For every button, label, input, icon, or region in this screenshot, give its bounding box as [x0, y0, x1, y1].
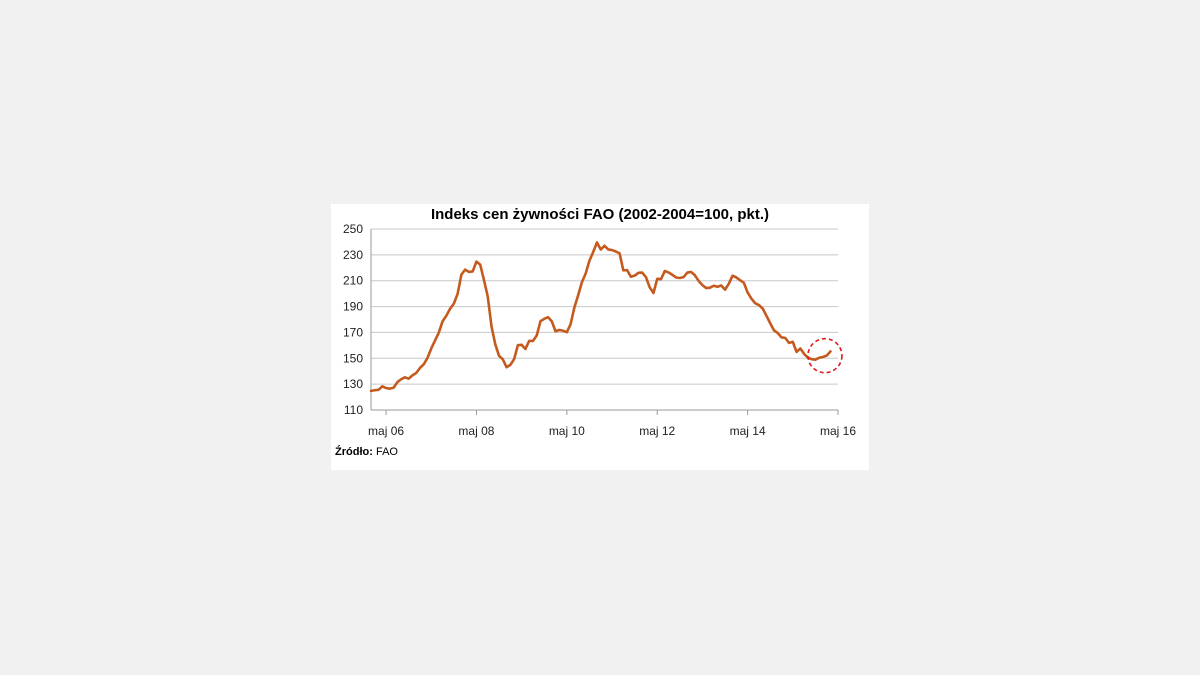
chart-title: Indeks cen żywności FAO (2002-2004=100, …: [430, 206, 770, 223]
y-tick-label: 230: [343, 248, 363, 262]
y-tick-label: 150: [343, 351, 363, 365]
y-tick-label: 190: [343, 300, 363, 314]
x-tick-label: maj 08: [458, 424, 494, 438]
x-tick-label: maj 06: [368, 424, 404, 438]
series-line: [369, 241, 832, 393]
x-tick-label: maj 10: [549, 424, 585, 438]
x-tick-label: maj 16: [820, 424, 856, 438]
source-value: FAO: [375, 446, 398, 458]
source-note: Źródło: FAO: [335, 446, 398, 458]
chart-card: Indeks cen żywności FAO (2002-2004=100, …: [331, 204, 869, 470]
y-tick-label: 110: [344, 403, 363, 417]
source-label: Źródło:: [335, 446, 373, 458]
x-tick-label: maj 14: [730, 424, 766, 438]
series-group: [369, 241, 832, 393]
x-axis: maj 06 maj 08 maj 10 maj 12 maj 14 maj 16: [368, 409, 856, 438]
y-axis: 110 130 150 170 190 210 230 250: [343, 222, 372, 417]
y-tick-label: 250: [343, 222, 363, 236]
y-tick-label: 170: [343, 325, 363, 339]
highlight-circle: [807, 337, 843, 374]
annotation-group: [807, 337, 843, 374]
x-tick-label: maj 12: [639, 424, 675, 438]
y-tick-label: 130: [343, 377, 363, 391]
y-tick-label: 210: [343, 274, 363, 288]
